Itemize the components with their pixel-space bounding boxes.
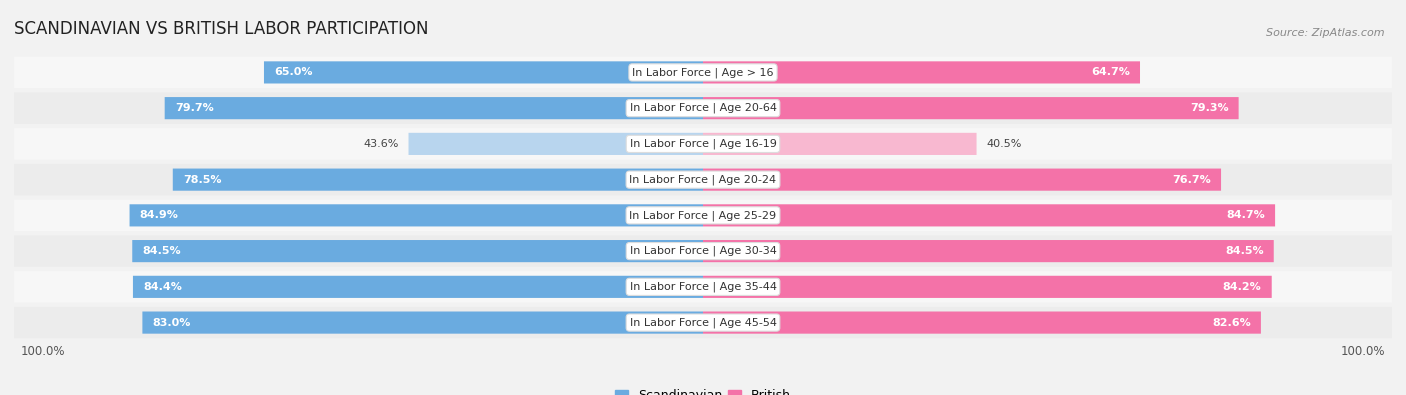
FancyBboxPatch shape xyxy=(264,61,703,83)
FancyBboxPatch shape xyxy=(173,169,703,191)
Text: 84.4%: 84.4% xyxy=(143,282,181,292)
Text: 84.2%: 84.2% xyxy=(1223,282,1261,292)
FancyBboxPatch shape xyxy=(14,271,1392,303)
FancyBboxPatch shape xyxy=(14,199,1392,231)
Legend: Scandinavian, British: Scandinavian, British xyxy=(610,384,796,395)
FancyBboxPatch shape xyxy=(14,235,1392,267)
FancyBboxPatch shape xyxy=(165,97,703,119)
Text: 100.0%: 100.0% xyxy=(1341,345,1385,358)
Text: In Labor Force | Age 20-64: In Labor Force | Age 20-64 xyxy=(630,103,776,113)
Text: In Labor Force | Age > 16: In Labor Force | Age > 16 xyxy=(633,67,773,78)
Text: In Labor Force | Age 20-24: In Labor Force | Age 20-24 xyxy=(630,174,776,185)
FancyBboxPatch shape xyxy=(703,312,1261,334)
FancyBboxPatch shape xyxy=(132,240,703,262)
Text: 43.6%: 43.6% xyxy=(363,139,398,149)
FancyBboxPatch shape xyxy=(14,57,1392,88)
Text: Source: ZipAtlas.com: Source: ZipAtlas.com xyxy=(1267,28,1385,38)
FancyBboxPatch shape xyxy=(14,164,1392,196)
Text: 84.7%: 84.7% xyxy=(1226,211,1265,220)
FancyBboxPatch shape xyxy=(14,128,1392,160)
Text: 40.5%: 40.5% xyxy=(987,139,1022,149)
Text: 79.3%: 79.3% xyxy=(1189,103,1229,113)
FancyBboxPatch shape xyxy=(129,204,703,226)
Text: In Labor Force | Age 25-29: In Labor Force | Age 25-29 xyxy=(630,210,776,221)
Text: 84.5%: 84.5% xyxy=(142,246,181,256)
Text: In Labor Force | Age 30-34: In Labor Force | Age 30-34 xyxy=(630,246,776,256)
Text: 82.6%: 82.6% xyxy=(1212,318,1251,327)
Text: In Labor Force | Age 16-19: In Labor Force | Age 16-19 xyxy=(630,139,776,149)
Text: 65.0%: 65.0% xyxy=(274,68,312,77)
Text: 100.0%: 100.0% xyxy=(21,345,65,358)
Text: 76.7%: 76.7% xyxy=(1173,175,1211,184)
Text: In Labor Force | Age 45-54: In Labor Force | Age 45-54 xyxy=(630,317,776,328)
FancyBboxPatch shape xyxy=(14,307,1392,338)
Text: 79.7%: 79.7% xyxy=(174,103,214,113)
Text: SCANDINAVIAN VS BRITISH LABOR PARTICIPATION: SCANDINAVIAN VS BRITISH LABOR PARTICIPAT… xyxy=(14,19,429,38)
Text: 83.0%: 83.0% xyxy=(152,318,191,327)
FancyBboxPatch shape xyxy=(703,97,1239,119)
Text: 84.5%: 84.5% xyxy=(1225,246,1264,256)
Text: In Labor Force | Age 35-44: In Labor Force | Age 35-44 xyxy=(630,282,776,292)
Text: 84.9%: 84.9% xyxy=(139,211,179,220)
FancyBboxPatch shape xyxy=(703,204,1275,226)
FancyBboxPatch shape xyxy=(703,133,977,155)
FancyBboxPatch shape xyxy=(134,276,703,298)
Text: 64.7%: 64.7% xyxy=(1091,68,1130,77)
FancyBboxPatch shape xyxy=(14,92,1392,124)
FancyBboxPatch shape xyxy=(703,169,1220,191)
FancyBboxPatch shape xyxy=(409,133,703,155)
FancyBboxPatch shape xyxy=(703,240,1274,262)
Text: 78.5%: 78.5% xyxy=(183,175,221,184)
FancyBboxPatch shape xyxy=(703,276,1271,298)
FancyBboxPatch shape xyxy=(142,312,703,334)
FancyBboxPatch shape xyxy=(703,61,1140,83)
